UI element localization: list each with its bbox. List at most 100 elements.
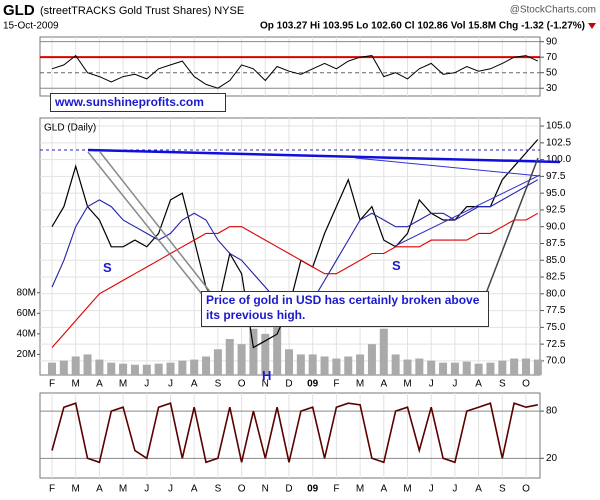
x-tick-label: D xyxy=(285,379,292,390)
trend-line xyxy=(484,157,539,297)
volume-bar xyxy=(273,318,282,375)
volume-bar xyxy=(450,362,459,375)
volume-bar xyxy=(522,358,530,375)
volume-bar xyxy=(379,328,388,375)
x-tick-label: D xyxy=(285,484,292,495)
volume-bar xyxy=(142,364,151,375)
x-tick-label: 09 xyxy=(307,379,319,390)
volume-bar xyxy=(498,360,507,375)
callout: Price of gold in USD has certainly broke… xyxy=(201,291,489,327)
x-tick-label: M xyxy=(403,484,411,495)
security-name: (streetTRACKS Gold Trust Shares) NYSE xyxy=(40,5,244,17)
y-tick-label: 20 xyxy=(546,453,558,464)
x-tick-label: A xyxy=(380,484,387,495)
x-tick-label: J xyxy=(144,379,149,390)
x-tick-label: F xyxy=(333,484,339,495)
y-tick-label: 75.0 xyxy=(546,322,566,333)
volume-bar xyxy=(439,362,448,375)
x-tick-label: F xyxy=(49,484,55,495)
y-tick-label: 50 xyxy=(546,67,558,78)
volume-bar xyxy=(225,339,234,375)
x-tick-label: J xyxy=(168,379,173,390)
x-tick-label: J xyxy=(452,484,457,495)
y-tick-label: 77.5 xyxy=(546,305,566,316)
volume-bar xyxy=(213,349,222,375)
volume-bar xyxy=(166,362,175,375)
volume-bar xyxy=(332,358,341,375)
x-tick-label: S xyxy=(499,484,506,495)
y-tick-label: 70 xyxy=(546,52,558,63)
x-tick-label: S xyxy=(499,379,506,390)
volume-bar xyxy=(367,344,376,375)
volume-tick-label: 20M xyxy=(17,349,36,360)
x-tick-label: A xyxy=(96,379,103,390)
volume-tick-label: 80M xyxy=(17,287,36,298)
x-tick-label: M xyxy=(72,484,80,495)
x-tick-label: J xyxy=(429,379,434,390)
volume-bar xyxy=(119,363,128,375)
trend-line xyxy=(87,151,206,299)
volume-tick-label: 40M xyxy=(17,329,36,340)
x-tick-label: M xyxy=(403,379,411,390)
symbol: GLD xyxy=(3,2,35,19)
panel xyxy=(39,36,541,97)
x-tick-label: A xyxy=(475,484,482,495)
trend-line xyxy=(354,157,541,177)
quote: Op 103.27 Hi 103.95 Lo 102.60 Cl 102.86 … xyxy=(260,21,585,32)
down-arrow xyxy=(588,23,596,29)
website-label: www.sunshineprofits.com xyxy=(50,93,226,112)
volume-bar xyxy=(59,360,68,375)
x-tick-label: 09 xyxy=(307,484,319,495)
x-tick-label: N xyxy=(262,484,269,495)
x-tick-label: J xyxy=(168,484,173,495)
panel xyxy=(39,392,541,479)
pattern-label: H xyxy=(262,368,272,383)
source: @StockCharts.com xyxy=(510,5,596,16)
x-tick-label: O xyxy=(522,484,530,495)
volume-bar xyxy=(415,358,424,375)
y-tick-label: 105.0 xyxy=(546,121,571,132)
x-tick-label: M xyxy=(119,484,127,495)
volume-bar xyxy=(48,362,56,375)
x-tick-label: M xyxy=(72,379,80,390)
series-line xyxy=(51,212,539,348)
y-tick-label: 30 xyxy=(546,83,558,94)
volume-bar xyxy=(237,344,246,375)
y-tick-label: 90 xyxy=(546,36,558,47)
x-tick-label: J xyxy=(429,484,434,495)
x-tick-label: S xyxy=(215,379,222,390)
volume-bar xyxy=(202,356,211,375)
y-tick-label: 87.5 xyxy=(546,238,566,249)
y-tick-label: 80 xyxy=(546,406,558,417)
trend-line xyxy=(87,148,561,164)
y-tick-label: 100.0 xyxy=(546,154,571,165)
pattern-label: S xyxy=(392,258,401,273)
volume-bar xyxy=(285,349,293,375)
x-tick-label: J xyxy=(144,484,149,495)
volume-bar xyxy=(403,359,412,375)
x-tick-label: F xyxy=(333,379,339,390)
volume-bar xyxy=(296,354,305,375)
trend-line xyxy=(394,174,541,247)
volume-bar xyxy=(510,358,519,375)
x-tick-label: J xyxy=(452,379,457,390)
volume-bar xyxy=(356,354,365,375)
volume-bar xyxy=(391,354,400,375)
series-line xyxy=(51,402,538,464)
volume-bar xyxy=(308,354,317,375)
volume-bar xyxy=(462,361,471,375)
x-tick-label: O xyxy=(238,484,246,495)
x-tick-label: A xyxy=(475,379,482,390)
volume-bar xyxy=(474,363,483,375)
y-tick-label: 72.5 xyxy=(546,339,566,350)
volume-tick-label: 60M xyxy=(17,308,36,319)
x-tick-label: F xyxy=(49,379,55,390)
y-tick-label: 102.5 xyxy=(546,137,571,148)
x-tick-label: M xyxy=(356,379,364,390)
volume-bar xyxy=(320,356,329,375)
x-tick-label: A xyxy=(380,379,387,390)
series-line xyxy=(51,54,539,89)
y-tick-label: 95.0 xyxy=(546,188,566,199)
